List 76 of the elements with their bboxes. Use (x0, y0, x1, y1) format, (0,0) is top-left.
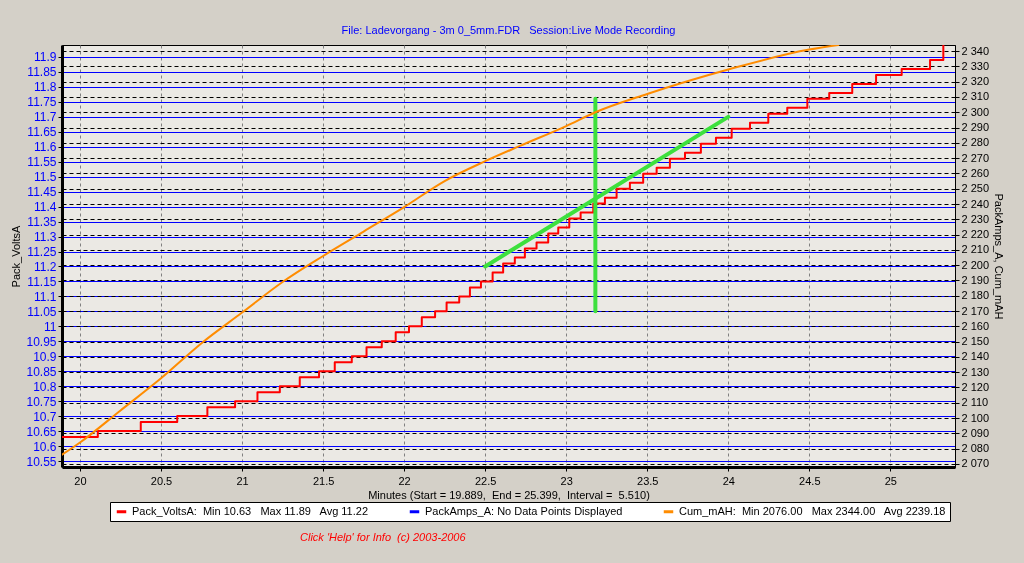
y-tick-label: 11.2 (34, 259, 57, 274)
y-tick-label: 10.6 (33, 439, 57, 454)
x-tick-label: 21.5 (312, 474, 335, 487)
x-tick-label: 22.5 (474, 474, 497, 487)
y2-tick-label: 2 170 (961, 304, 990, 317)
y2-tick-label: 2 070 (961, 457, 990, 470)
y-tick-label: 10.75 (26, 394, 57, 409)
y-tick-label: 10.8 (33, 379, 57, 394)
y-tick-label: 10.95 (26, 334, 57, 349)
y-tick-label: 11.6 (34, 140, 57, 155)
y2-tick-label: 2 090 (961, 426, 990, 439)
y-tick-label: 11.15 (27, 274, 57, 289)
y2-tick-label: 2 280 (961, 136, 990, 149)
y2-tick-label: 2 260 (961, 166, 990, 179)
y2-tick-label: 2 150 (961, 335, 990, 348)
y-tick-label: 11.3 (34, 230, 57, 245)
y-tick-label: 11.85 (27, 65, 57, 80)
y-tick-label: 11 (44, 319, 57, 334)
y-tick-label: 11.25 (27, 245, 57, 260)
y2-tick-label: 2 180 (961, 289, 990, 302)
y-tick-label: 11.05 (27, 304, 57, 319)
y-tick-label: 11.8 (34, 80, 57, 95)
legend-label: Cum_mAH: Min 2076.00 Max 2344.00 Avg 2239.18 (679, 504, 946, 517)
x-tick-label: 24.5 (799, 474, 821, 487)
y2-tick-label: 2 140 (961, 350, 990, 363)
y-tick-label: 11.75 (27, 95, 57, 110)
y-tick-label: 10.7 (33, 409, 57, 424)
x-tick-label: 23.5 (637, 474, 659, 487)
y-tick-label: 10.9 (33, 349, 57, 364)
y-tick-label: 11.5 (34, 170, 57, 185)
y-tick-label: 11.35 (27, 215, 57, 230)
y-tick-label: 11.55 (27, 155, 57, 170)
legend-label: Pack_VoltsA: Min 10.63 Max 11.89 Avg 11.22 (132, 504, 369, 517)
x-tick-label: 20 (74, 474, 87, 487)
y2-tick-label: 2 300 (961, 105, 990, 118)
y2-tick-label: 2 130 (961, 365, 990, 378)
y2-tick-label: 2 340 (961, 44, 990, 57)
y-tick-label: 10.65 (26, 424, 57, 439)
y-tick-label: 11.7 (34, 110, 57, 125)
y-axis-title: Pack_VoltsA (10, 224, 23, 288)
y2-tick-label: 2 270 (961, 151, 990, 164)
line-series (62, 45, 840, 456)
y2-tick-label: 2 190 (961, 273, 990, 286)
y2-tick-label: 2 210 (961, 243, 990, 256)
y-tick-label: 11.9 (34, 50, 57, 65)
y-tick-label: 11.45 (27, 185, 57, 200)
chart-title: File: Ladevorgang - 3m 0_5mm.FDR Session:Live Mode Recording (341, 24, 676, 36)
y2-tick-label: 2 200 (961, 258, 990, 271)
y2-tick-label: 2 320 (961, 75, 990, 88)
y2-tick-label: 2 230 (961, 212, 990, 225)
y2-tick-label: 2 110 (961, 396, 989, 409)
x-axis-title: Minutes (Start = 19.889, End = 25.399, Interval = 5.510) (368, 488, 650, 501)
y2-tick-label: 2 100 (961, 411, 990, 424)
text: Click 'Help' for Info (c) 2003-2006 (300, 531, 467, 543)
y-tick-label: 11.1 (34, 289, 57, 304)
y2-tick-label: 2 080 (961, 442, 990, 455)
y2-axis-title: PackAmps_A, Cum_mAH (993, 193, 1006, 320)
y-tick-label: 10.85 (26, 364, 57, 379)
y2-tick-label: 2 160 (961, 319, 990, 332)
legend-label: PackAmps_A: No Data Points Displayed (425, 504, 623, 517)
y2-tick-label: 2 330 (961, 59, 990, 72)
y2-tick-label: 2 290 (961, 121, 990, 134)
y2-tick-label: 2 250 (961, 182, 990, 195)
x-tick-label: 21 (236, 474, 249, 487)
x-tick-label: 22 (398, 474, 411, 487)
x-tick-label: 24 (722, 474, 735, 487)
x-tick-label: 20.5 (150, 474, 173, 487)
y-tick-label: 11.4 (34, 200, 57, 215)
x-tick-label: 25 (884, 474, 897, 487)
y-tick-label: 10.55 (26, 454, 57, 469)
y2-tick-label: 2 120 (961, 380, 990, 393)
y-tick-label: 11.65 (27, 125, 57, 140)
y2-tick-label: 2 240 (961, 197, 990, 210)
y2-tick-label: 2 310 (961, 90, 990, 103)
x-tick-label: 23 (560, 474, 573, 487)
y2-tick-label: 2 220 (961, 228, 990, 241)
